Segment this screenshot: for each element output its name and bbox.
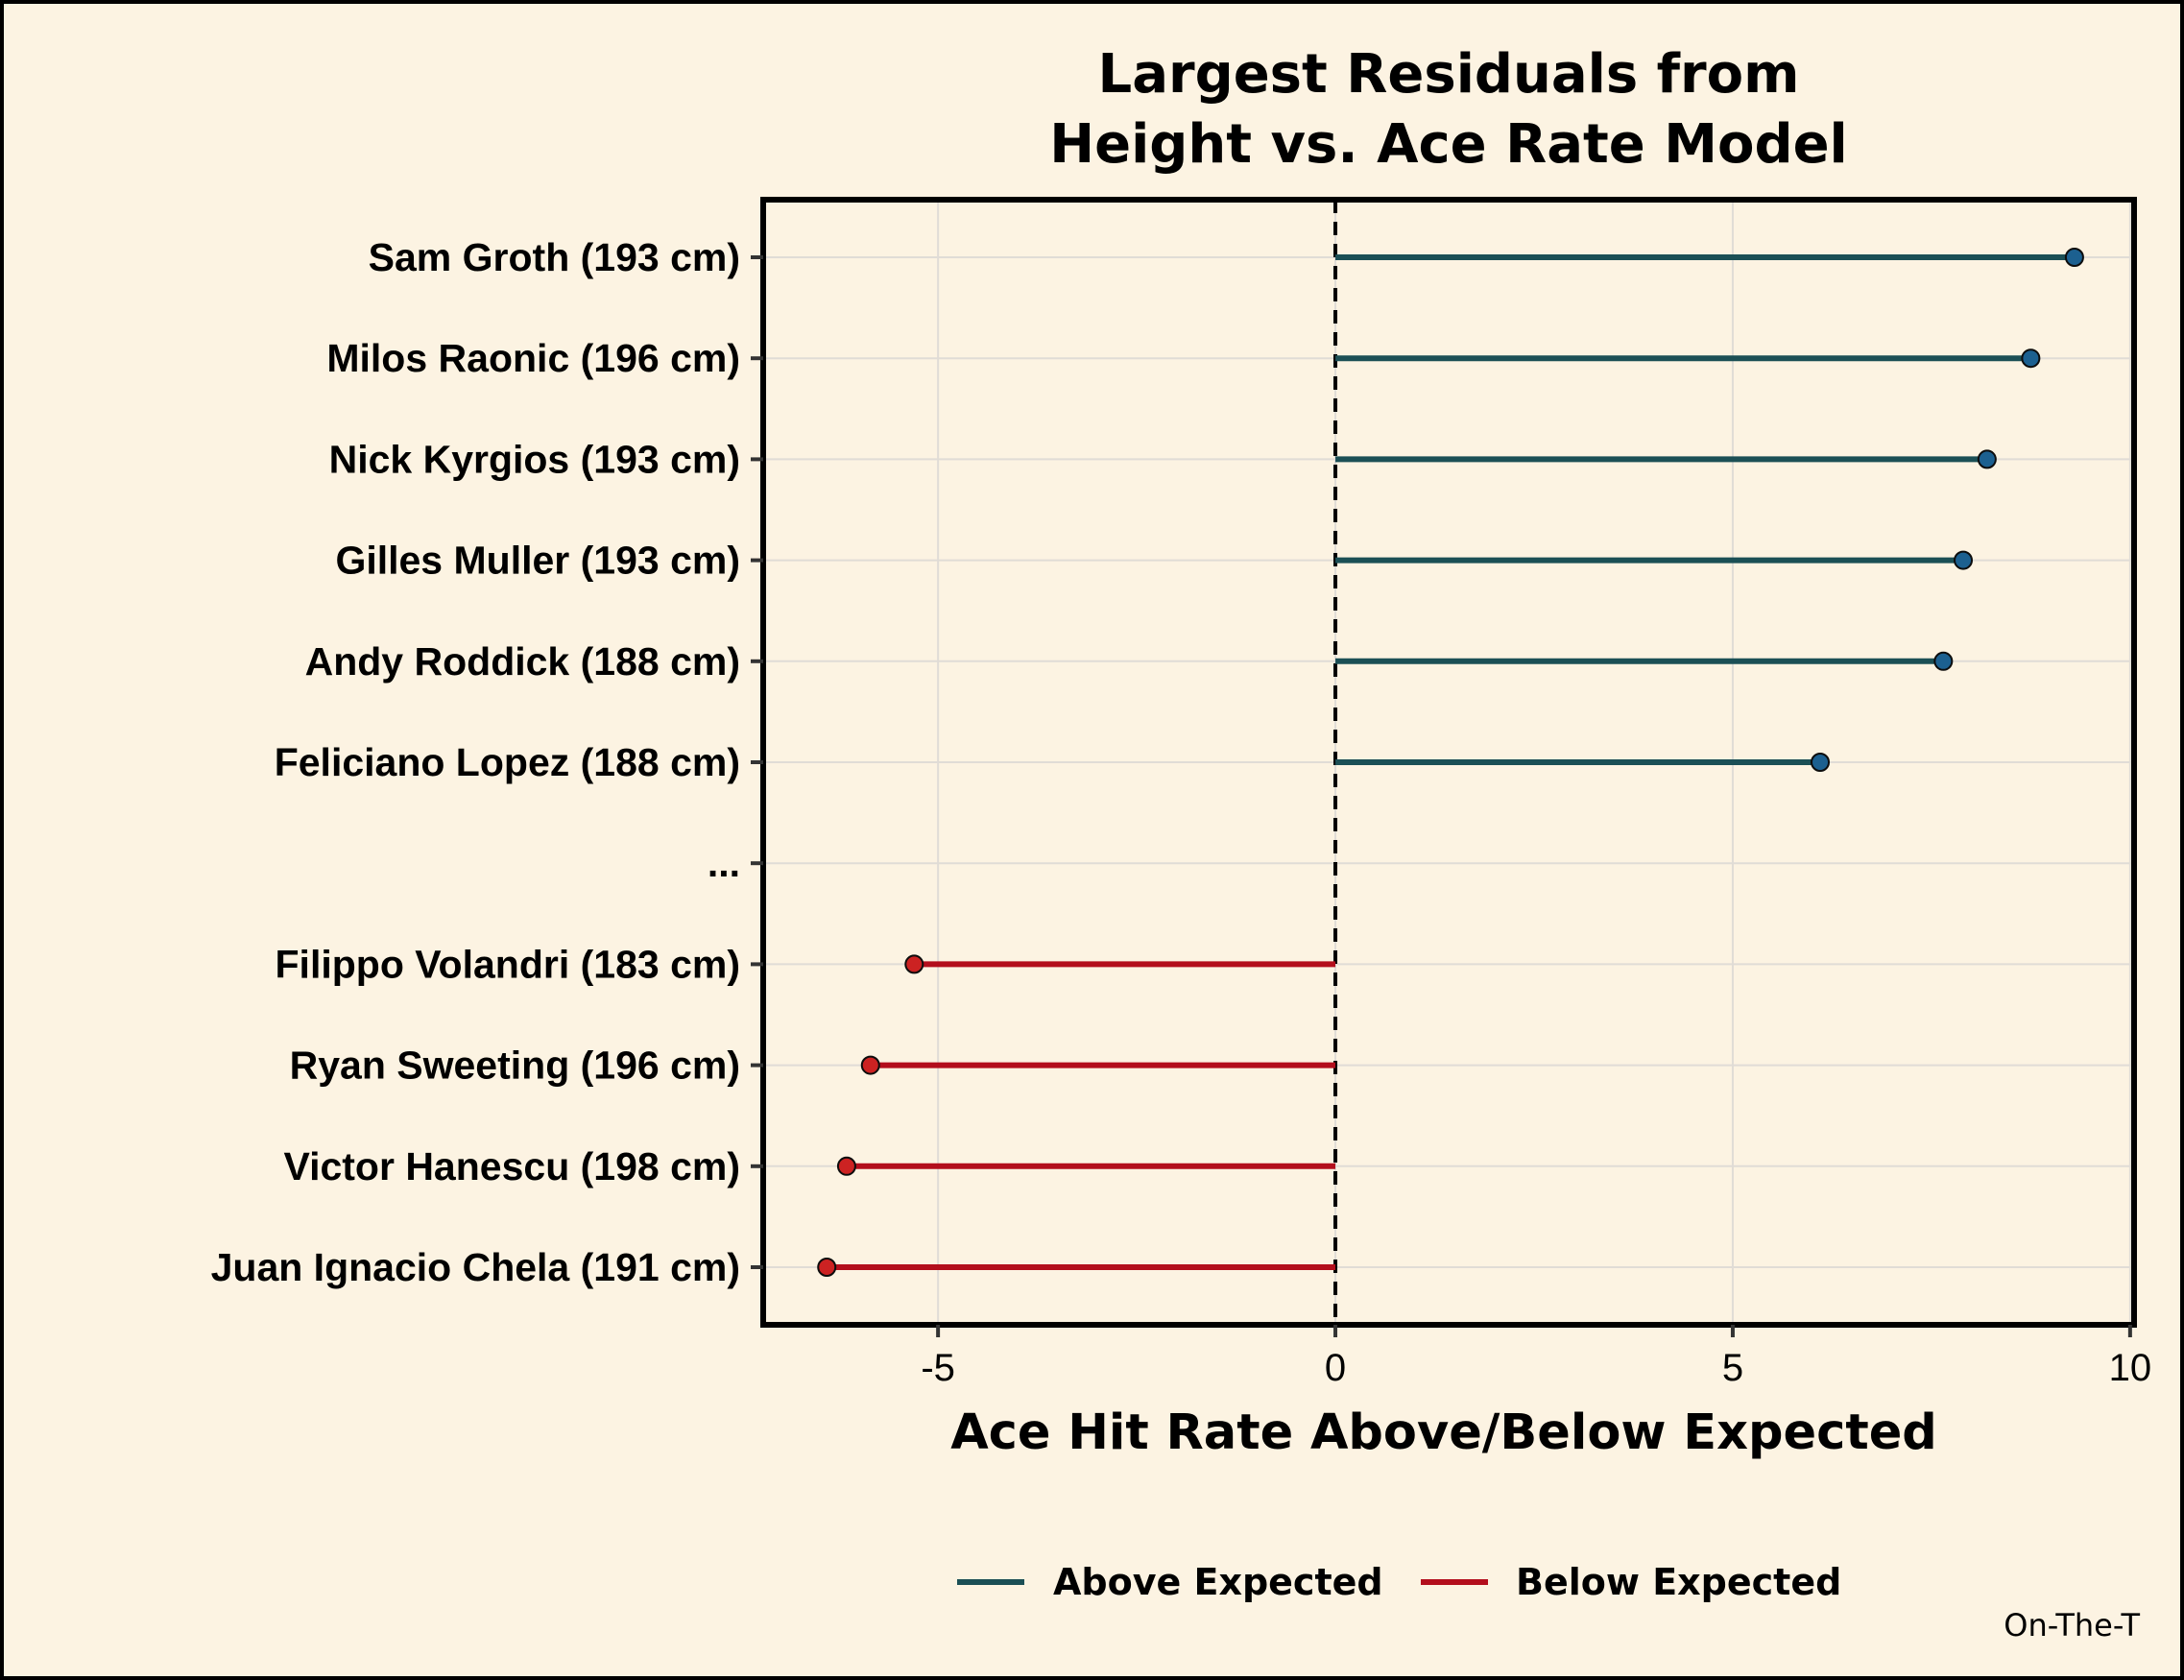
chart-title-line-2: Height vs. Ace Rate Model <box>1049 113 1848 176</box>
point-andy-roddick-188-cm <box>1933 651 1954 671</box>
point-filippo-volandri-183-cm <box>904 954 924 974</box>
y-axis: Sam Groth (193 cm) Milos Raonic (196 cm) N… <box>211 235 763 1289</box>
y-tick-label-milos-raonic-196-cm: Milos Raonic (196 cm) <box>326 336 740 380</box>
y-tick-label-item: ... <box>708 841 740 885</box>
x-tick-label-2: 5 <box>1722 1347 1743 1389</box>
point-victor-hanescu-198-cm <box>836 1156 856 1176</box>
point-nick-kyrgios-193-cm <box>1977 449 1997 469</box>
x-axis-label: Ace Hit Rate Above/Below Expected <box>950 1404 1937 1461</box>
y-tick-label-nick-kyrgios-193-cm: Nick Kyrgios (193 cm) <box>329 437 740 481</box>
point-ryan-sweeting-196-cm <box>860 1055 880 1075</box>
legend-item-below-expected: Below Expected <box>1421 1561 1841 1603</box>
x-tick-label-3: 10 <box>2109 1347 2152 1389</box>
lollipop-stems <box>827 254 2075 1270</box>
point-feliciano-lopez-188-cm <box>1811 753 1831 772</box>
y-tick-label-victor-hanescu-198-cm: Victor Hanescu (198 cm) <box>283 1144 740 1188</box>
legend-item-above-expected: Above Expected <box>957 1561 1383 1603</box>
lollipop-points <box>817 248 2084 1277</box>
x-tick-label-1: 0 <box>1325 1347 1346 1389</box>
legend-label-above-expected: Above Expected <box>1053 1561 1383 1603</box>
y-tick-label-juan-ignacio-chela-191-cm: Juan Ignacio Chela (191 cm) <box>211 1245 740 1289</box>
point-sam-groth-193-cm <box>2064 248 2084 267</box>
point-gilles-muller-193-cm <box>1954 550 1974 570</box>
x-tick-label-0: -5 <box>921 1347 955 1389</box>
legend-label-below-expected: Below Expected <box>1516 1561 1841 1603</box>
lollipop-chart: Largest Residuals from Height vs. Ace Ra… <box>211 43 2152 1644</box>
y-tick-label-andy-roddick-188-cm: Andy Roddick (188 cm) <box>305 639 740 684</box>
y-tick-label-filippo-volandri-183-cm: Filippo Volandri (183 cm) <box>276 942 740 986</box>
point-juan-ignacio-chela-191-cm <box>817 1258 837 1277</box>
y-tick-label-feliciano-lopez-188-cm: Feliciano Lopez (188 cm) <box>275 740 740 784</box>
y-tick-label-gilles-muller-193-cm: Gilles Muller (193 cm) <box>335 539 740 583</box>
y-tick-label-ryan-sweeting-196-cm: Ryan Sweeting (196 cm) <box>290 1044 740 1088</box>
caption: On-The-T <box>2004 1607 2140 1644</box>
y-tick-label-sam-groth-193-cm: Sam Groth (193 cm) <box>369 235 740 279</box>
point-milos-raonic-196-cm <box>2021 348 2041 369</box>
x-axis: -5 0 5 10 <box>921 1325 2151 1389</box>
chart-title-line-1: Largest Residuals from <box>1098 43 1800 106</box>
legend: Above Expected Below Expected <box>957 1561 1841 1603</box>
chart-title: Largest Residuals from Height vs. Ace Ra… <box>1049 43 1848 176</box>
